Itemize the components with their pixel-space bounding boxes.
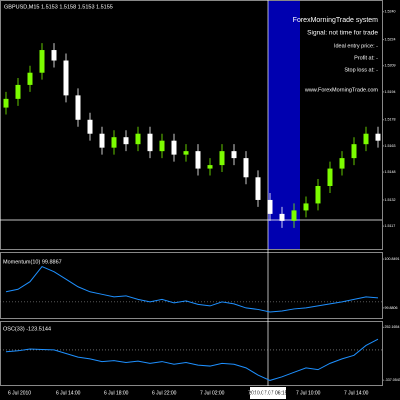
x-tick-label: 7 Jul 02:00 xyxy=(200,390,225,396)
candle-body xyxy=(3,98,9,108)
candle-body xyxy=(39,50,45,73)
osc-pane-frame xyxy=(0,321,383,386)
candle-body xyxy=(291,210,297,221)
candle-body xyxy=(339,158,345,169)
candle-body xyxy=(267,199,273,214)
candle-body xyxy=(87,119,93,134)
candle-body xyxy=(147,133,153,152)
session-highlight xyxy=(268,1,300,249)
candle-body xyxy=(15,84,21,99)
candle-body xyxy=(159,140,165,152)
x-tick-label: 6 Jul 2010 xyxy=(8,390,31,396)
y-tick-label: 1.5163 xyxy=(385,144,396,148)
entry-price: Ideal entry price: - xyxy=(334,43,378,49)
candle-body xyxy=(255,177,261,200)
candle-body xyxy=(231,151,237,159)
candle-body xyxy=(279,213,285,221)
candle-body xyxy=(123,137,129,145)
y-tick-label: 1.5117 xyxy=(385,224,396,228)
candle-body xyxy=(243,158,249,178)
candle-body xyxy=(303,203,309,211)
y-tick-label: 1.5240 xyxy=(385,10,396,14)
y-tick-label: 1.5178 xyxy=(385,118,396,122)
candle-body xyxy=(27,72,33,85)
crosshair-time: 2010.07.07 06:15 xyxy=(249,390,288,396)
system-name: ForexMorningTrade system xyxy=(293,17,378,24)
crosshair-time-box xyxy=(250,387,286,399)
y-tick-label: 1.5194 xyxy=(385,90,396,94)
stop-loss: Stop loss at: - xyxy=(344,67,378,73)
candle-body xyxy=(351,144,357,159)
x-tick-label: 7 Jul 14:00 xyxy=(344,390,369,396)
x-tick-label: 7 Jul 10:00 xyxy=(296,390,321,396)
momentum-title: Momentum(10) 99.8867 xyxy=(3,259,62,265)
candle-body xyxy=(75,95,81,120)
candle-body xyxy=(171,140,177,155)
candle-body xyxy=(195,151,201,169)
momentum-pane-frame xyxy=(0,252,383,319)
candle-body xyxy=(315,186,321,204)
indicator-line xyxy=(5,265,379,313)
candle-body xyxy=(63,60,69,96)
x-tick-label: 7 Jul 06:00 xyxy=(248,390,273,396)
y-tick-label: 1.5132 xyxy=(385,198,396,202)
indicator-line xyxy=(5,338,379,381)
candle-body xyxy=(183,151,189,155)
y-tick-label: 99.8806 xyxy=(385,306,398,310)
candle-body xyxy=(207,165,213,169)
signal: Signal: not time for trade xyxy=(307,30,378,37)
profit-at: Profit at: - xyxy=(354,55,378,61)
candle-body xyxy=(135,133,141,145)
candle-body xyxy=(51,50,57,61)
osc-title: OSC(33) -123.5144 xyxy=(3,326,51,332)
y-tick-label: 1.5148 xyxy=(385,170,396,174)
candle-body xyxy=(363,133,369,145)
candle-body xyxy=(327,168,333,186)
x-tick-label: 6 Jul 22:00 xyxy=(152,390,177,396)
y-tick-label: -337.0543 xyxy=(385,378,400,382)
y-tick-label: 252.1654 xyxy=(385,325,400,329)
y-tick-label: 100.8491 xyxy=(385,257,400,261)
x-tick-label: 6 Jul 18:00 xyxy=(104,390,129,396)
candle-body xyxy=(111,137,117,148)
candle-body xyxy=(219,151,225,166)
main-title: GBPUSD,M15 1.5153 1.5158 1.5153 1.5155 xyxy=(4,4,113,10)
candle-body xyxy=(375,133,381,141)
x-tick-label: 6 Jul 14:00 xyxy=(56,390,81,396)
y-tick-label: 1.5209 xyxy=(385,64,396,68)
y-tick-label: 1.5224 xyxy=(385,38,396,42)
candle-body xyxy=(99,133,105,148)
website: www.ForexMorningTrade.com xyxy=(304,87,379,93)
main-pane-frame xyxy=(0,0,383,250)
